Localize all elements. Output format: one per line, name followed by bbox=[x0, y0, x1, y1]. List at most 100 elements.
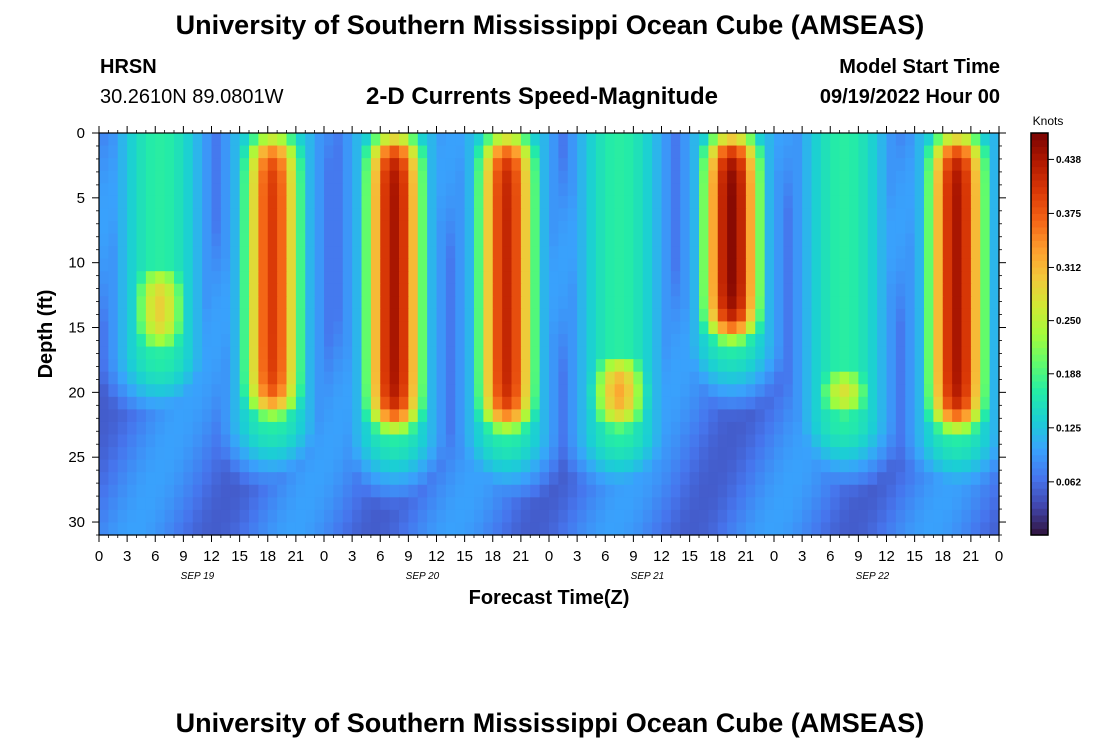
heatmap-cell bbox=[249, 133, 259, 147]
heatmap-cell bbox=[558, 346, 569, 360]
heatmap-cell bbox=[858, 246, 869, 260]
heatmap-cell bbox=[652, 208, 663, 222]
heatmap-cell bbox=[783, 145, 794, 159]
heatmap-cell bbox=[689, 384, 700, 398]
heatmap-cell bbox=[905, 258, 916, 272]
heatmap-cell bbox=[811, 522, 822, 536]
heatmap-cell bbox=[427, 434, 438, 448]
heatmap-cell bbox=[736, 220, 747, 235]
heatmap-cell bbox=[699, 183, 709, 197]
heatmap-cell bbox=[399, 421, 409, 436]
heatmap-cell bbox=[295, 346, 306, 360]
heatmap-cell bbox=[727, 522, 738, 536]
heatmap-cell bbox=[736, 434, 747, 448]
heatmap-cell bbox=[708, 308, 719, 323]
colorbar-swatch bbox=[1031, 313, 1048, 322]
heatmap-cell bbox=[286, 258, 297, 272]
heatmap-cell bbox=[370, 334, 381, 348]
heatmap-cell bbox=[905, 371, 916, 385]
heatmap-cell bbox=[989, 497, 1000, 511]
heatmap-cell bbox=[370, 145, 381, 159]
heatmap-cell bbox=[295, 246, 306, 260]
heatmap-cell bbox=[830, 396, 841, 410]
heatmap-cell bbox=[895, 346, 906, 360]
heatmap-cell bbox=[736, 346, 747, 360]
heatmap-cell bbox=[877, 271, 888, 285]
heatmap-cell bbox=[802, 346, 813, 360]
colorbar-swatch bbox=[1031, 213, 1048, 221]
heatmap-cell bbox=[370, 233, 381, 247]
heatmap-cell bbox=[455, 283, 466, 297]
heatmap-cell bbox=[520, 409, 531, 423]
heatmap-cell bbox=[192, 158, 203, 172]
heatmap-cell bbox=[727, 447, 738, 461]
colorbar-swatch bbox=[1031, 367, 1048, 375]
heatmap-cell bbox=[830, 409, 841, 423]
heatmap-cell bbox=[239, 233, 250, 247]
heatmap-cell bbox=[145, 158, 156, 172]
heatmap-cell bbox=[605, 359, 616, 373]
date-label: SEP 20 bbox=[406, 571, 440, 582]
heatmap-cell bbox=[408, 321, 419, 335]
heatmap-cell bbox=[127, 447, 138, 461]
heatmap-cell bbox=[699, 233, 709, 247]
heatmap-cell bbox=[502, 321, 513, 335]
heatmap-cell bbox=[614, 459, 625, 473]
heatmap-cell bbox=[164, 208, 175, 222]
heatmap-cell bbox=[380, 233, 391, 247]
heatmap-cell bbox=[183, 371, 194, 385]
heatmap-cell bbox=[314, 133, 325, 147]
heatmap-cell bbox=[399, 459, 409, 473]
heatmap-cell bbox=[774, 170, 784, 184]
heatmap-cell bbox=[436, 258, 447, 272]
heatmap-cell bbox=[249, 384, 259, 398]
heatmap-cell bbox=[736, 283, 747, 297]
heatmap-cell bbox=[811, 220, 822, 235]
heatmap-cell bbox=[924, 384, 934, 398]
heatmap-cell bbox=[511, 522, 522, 536]
heatmap-cell bbox=[539, 183, 550, 197]
heatmap-cell bbox=[230, 522, 241, 536]
heatmap-cell bbox=[699, 396, 709, 410]
heatmap-cell bbox=[239, 145, 250, 159]
heatmap-cell bbox=[820, 258, 831, 272]
y-tick-label: 15 bbox=[68, 320, 85, 337]
heatmap-cell bbox=[802, 396, 813, 410]
heatmap-cell bbox=[952, 459, 963, 473]
heatmap-cell bbox=[417, 497, 428, 511]
heatmap-cell bbox=[155, 409, 166, 423]
heatmap-cell bbox=[549, 321, 559, 335]
heatmap-cell bbox=[595, 233, 606, 247]
heatmap-cell bbox=[324, 220, 334, 235]
heatmap-cell bbox=[961, 321, 972, 335]
heatmap-cell bbox=[942, 183, 953, 197]
heatmap-cell bbox=[342, 484, 353, 498]
heatmap-cell bbox=[258, 183, 269, 197]
heatmap-cell bbox=[211, 321, 222, 335]
heatmap-cell bbox=[689, 258, 700, 272]
heatmap-cell bbox=[886, 145, 897, 159]
heatmap-cell bbox=[174, 170, 184, 184]
heatmap-cell bbox=[952, 334, 963, 348]
heatmap-cell bbox=[277, 296, 288, 310]
heatmap-cell bbox=[839, 208, 850, 222]
heatmap-cell bbox=[511, 384, 522, 398]
heatmap-cell bbox=[830, 296, 841, 310]
colorbar-swatch bbox=[1031, 528, 1048, 536]
heatmap-cell bbox=[239, 158, 250, 172]
heatmap-cell bbox=[605, 158, 616, 172]
heatmap-cell bbox=[258, 421, 269, 436]
heatmap-cell bbox=[670, 371, 681, 385]
heatmap-cell bbox=[774, 384, 784, 398]
heatmap-cell bbox=[717, 346, 728, 360]
heatmap-cell bbox=[774, 195, 784, 209]
heatmap-cell bbox=[492, 522, 503, 536]
heatmap-cell bbox=[989, 208, 1000, 222]
heatmap-cell bbox=[145, 321, 156, 335]
heatmap-cell bbox=[764, 522, 775, 536]
heatmap-cell bbox=[427, 522, 438, 536]
heatmap-cell bbox=[520, 421, 531, 436]
heatmap-cell bbox=[961, 158, 972, 172]
heatmap-cell bbox=[783, 447, 794, 461]
heatmap-cell bbox=[492, 396, 503, 410]
